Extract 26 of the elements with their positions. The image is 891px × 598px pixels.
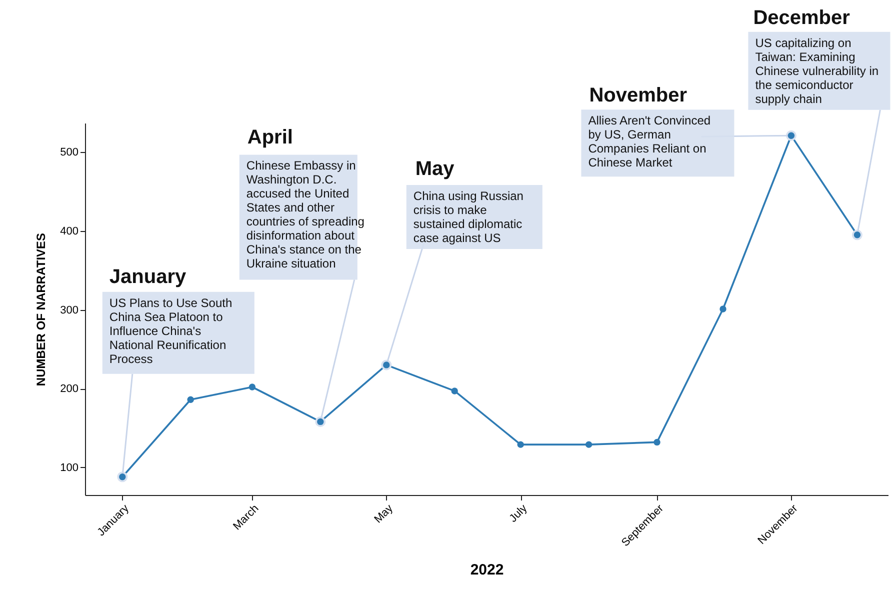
y-tick-label: 300 [60,304,78,316]
point [517,441,524,448]
annotation: Chinese Embassy in Washington D.C. accused the United States and other countries of spreading disinformation about China's stance on the Ukraine situation [246,158,364,271]
point [654,438,660,446]
y-tick-label: 400 [60,225,78,238]
point [451,388,458,394]
point [248,384,256,390]
annotation: US Plans to Use South China Sea Platoon to Influence China's National Reunification Process [109,296,232,366]
x-axis-title: 2022 [470,561,504,578]
y-tick-label: 500 [60,146,78,159]
annotation: January [109,266,187,288]
x-tick-label: July [507,502,530,525]
text: December [753,6,850,29]
text: November [589,84,688,107]
point [585,441,592,448]
annotation: US capitalizing on Taiwan: Examining Chinese vulnerability in the semiconductor supply chain [755,36,879,106]
y-axis-title: NUMBER OF NARRATIVES [34,232,48,386]
annotation: Allies Aren't Convinced by US, German Companies Reliant on Chinese Market [588,114,711,170]
y-tick-label: 100 [60,462,78,474]
annotation: April [247,126,293,149]
annotation: China using Russian crisis to make sustained diplomatic case against US [413,188,524,245]
annotation: May [415,158,456,180]
point [187,396,194,403]
x-tick-label: May [372,502,396,526]
point [720,306,726,312]
y-tick-label: 200 [60,383,78,396]
